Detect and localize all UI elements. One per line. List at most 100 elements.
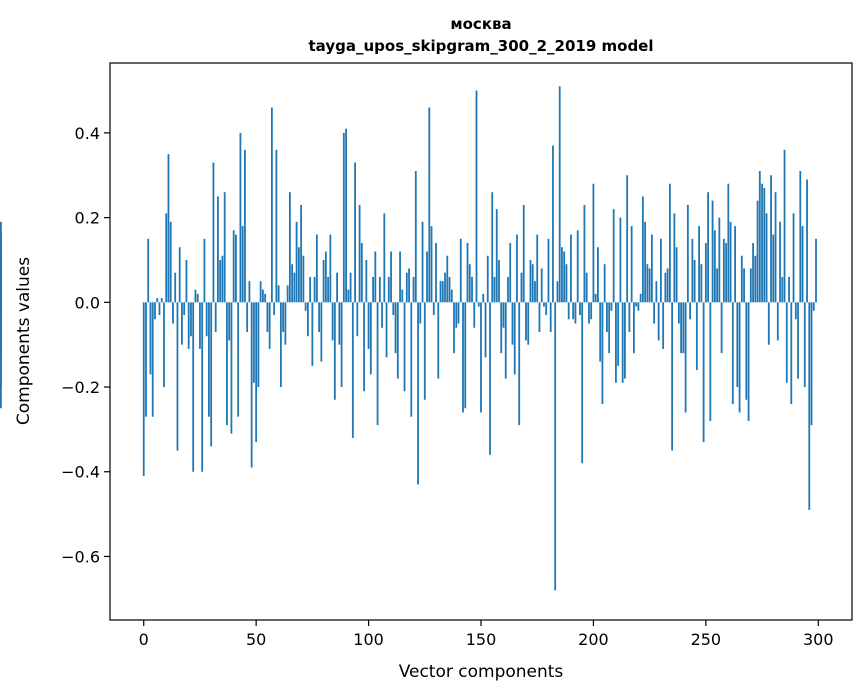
y-tick-label: −0.2 xyxy=(61,378,100,397)
bar-234 xyxy=(668,183,671,303)
bar-131 xyxy=(437,302,440,379)
bar-71 xyxy=(302,255,305,303)
bar-273 xyxy=(756,200,759,303)
bar-75 xyxy=(311,302,314,366)
bar-22 xyxy=(192,302,195,472)
bar-241 xyxy=(684,302,687,413)
bar-43 xyxy=(239,132,242,303)
bar-249 xyxy=(702,302,705,443)
bar-159 xyxy=(500,302,503,354)
bar-126 xyxy=(426,251,428,303)
bar-218 xyxy=(633,302,635,354)
bar-15 xyxy=(176,302,179,451)
x-tick-label: 0 xyxy=(139,630,149,649)
bar-203 xyxy=(599,302,602,362)
bar-258 xyxy=(722,238,725,303)
bar-2 xyxy=(147,238,150,303)
bar-220 xyxy=(637,302,640,311)
bar-259 xyxy=(725,243,727,303)
y-tick-label: 0.4 xyxy=(75,124,100,143)
bar-293 xyxy=(801,226,804,303)
bar-192 xyxy=(574,302,577,324)
bar-244 xyxy=(691,238,694,303)
bar-215 xyxy=(626,175,629,303)
bar-23 xyxy=(194,289,197,303)
bar-176 xyxy=(538,302,541,332)
bar-125 xyxy=(423,302,426,400)
bar-204 xyxy=(601,302,604,404)
bar-107 xyxy=(383,213,386,303)
bar-130 xyxy=(435,243,437,303)
bar-278 xyxy=(767,302,770,345)
bar-55 xyxy=(266,302,269,332)
bar-243 xyxy=(689,302,692,320)
bar-178 xyxy=(543,302,545,307)
bar-58 xyxy=(273,302,276,316)
bar-66 xyxy=(291,264,294,303)
bar-162 xyxy=(507,276,509,303)
bar-33 xyxy=(217,196,219,303)
bar-18 xyxy=(183,302,186,316)
bar-96 xyxy=(358,204,361,303)
bar-49 xyxy=(253,302,255,383)
bar-279 xyxy=(770,175,772,303)
bar-31 xyxy=(212,162,215,303)
bar-235 xyxy=(671,302,674,451)
bar-196 xyxy=(583,204,586,303)
bar-207 xyxy=(608,302,611,354)
bar-129 xyxy=(432,302,435,316)
x-tick-label: 150 xyxy=(466,630,497,649)
bar-97 xyxy=(360,243,363,303)
bar-198 xyxy=(588,302,590,324)
bar-179 xyxy=(545,302,548,316)
bar-98 xyxy=(363,302,365,392)
bar-223 xyxy=(644,221,647,303)
bar-261 xyxy=(729,221,732,303)
bar-111 xyxy=(392,302,395,316)
bar-254 xyxy=(713,230,716,303)
bar-132 xyxy=(439,281,442,303)
bar-141 xyxy=(459,238,462,303)
bar-264 xyxy=(736,302,739,388)
bar-4 xyxy=(151,302,154,417)
bar-225 xyxy=(648,268,651,303)
bar-140 xyxy=(457,302,460,324)
bar-44 xyxy=(241,226,244,303)
bar-161 xyxy=(504,302,507,379)
bar-265 xyxy=(738,302,741,413)
bar-17 xyxy=(181,302,183,345)
bar-242 xyxy=(686,204,689,303)
bar-285 xyxy=(783,149,786,303)
y-tick-label: 0.2 xyxy=(75,209,100,228)
y-tick-label: −0.6 xyxy=(61,547,100,566)
bar-147 xyxy=(473,302,476,328)
bar-19 xyxy=(185,259,188,303)
bar-256 xyxy=(718,217,721,303)
bar-undefined xyxy=(0,302,2,388)
bar-175 xyxy=(536,234,539,303)
y-axis-ticks: −0.6 −0.4 −0.2 0.0 0.2 0.4 xyxy=(61,124,110,566)
bar-181 xyxy=(549,302,552,332)
bar-157 xyxy=(495,209,498,303)
bar-117 xyxy=(405,272,408,303)
bar-232 xyxy=(664,272,667,303)
bar-7 xyxy=(158,302,161,316)
bar-6 xyxy=(156,298,159,303)
bar-26 xyxy=(201,302,204,472)
bar-148 xyxy=(475,90,478,303)
bar-165 xyxy=(513,302,516,375)
bar-64 xyxy=(286,285,289,303)
bar-95 xyxy=(356,302,359,337)
bar-57 xyxy=(270,107,273,303)
bar-236 xyxy=(673,213,676,303)
chart-title: москва xyxy=(450,15,511,33)
bar-171 xyxy=(527,302,530,345)
bar-35 xyxy=(221,255,224,303)
bar-211 xyxy=(617,302,620,366)
bar-275 xyxy=(761,183,763,303)
bar-193 xyxy=(576,230,579,303)
bar-34 xyxy=(219,259,222,303)
bar-102 xyxy=(372,276,374,303)
bar-276 xyxy=(763,187,766,303)
